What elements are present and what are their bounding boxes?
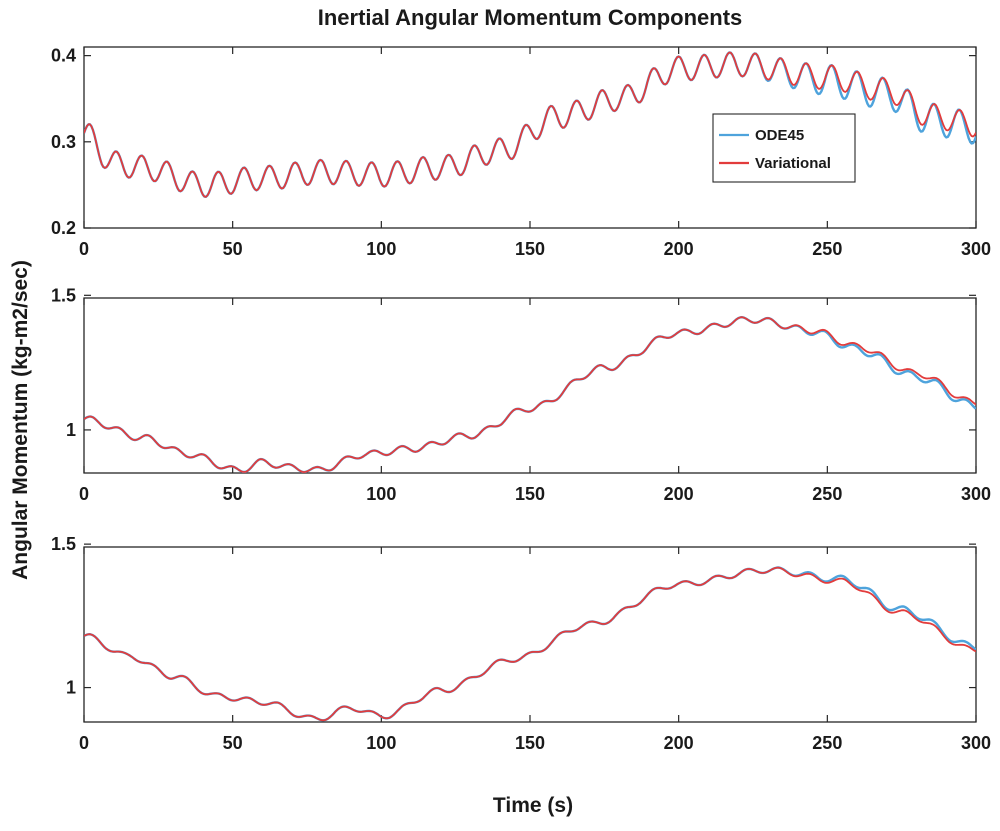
- series-line-variational: [84, 316, 976, 473]
- legend: ODE45 Variational: [712, 113, 856, 183]
- legend-label-ode45: ODE45: [755, 127, 804, 144]
- x-tick-label: 0: [79, 733, 89, 753]
- axes-frame: [83, 297, 977, 474]
- x-tick-label: 0: [79, 239, 89, 259]
- y-tick-label: 1.5: [51, 285, 76, 305]
- x-tick-label: 250: [812, 239, 842, 259]
- axes-frame: [83, 546, 977, 723]
- x-tick-label: 150: [515, 733, 545, 753]
- subplot-1: 0 50 100 150 200 250 300 0.2 0.3 0.4 ODE45 Variatio…: [51, 46, 991, 259]
- x-tick-label: 300: [961, 733, 991, 753]
- chart-title: Inertial Angular Momentum Components: [318, 5, 743, 30]
- legend-label-variational: Variational: [755, 155, 831, 172]
- y-tick-label: 0.4: [51, 46, 76, 66]
- y-axis-label: Angular Momentum (kg-m2/sec): [9, 260, 32, 580]
- x-tick-label: 300: [961, 484, 991, 504]
- x-tick-label: 200: [664, 239, 694, 259]
- x-tick-label: 100: [366, 733, 396, 753]
- subplot-2: 0 50 100 150 200 250 300 1 1.5: [51, 285, 991, 504]
- x-tick-label: 250: [812, 733, 842, 753]
- x-tick-label: 200: [664, 733, 694, 753]
- series-line-variational: [84, 566, 976, 722]
- y-tick-label: 0.3: [51, 132, 76, 152]
- x-tick-label: 150: [515, 484, 545, 504]
- y-tick-label: 0.2: [51, 218, 76, 238]
- x-tick-label: 150: [515, 239, 545, 259]
- y-tick-label: 1.5: [51, 534, 76, 554]
- x-tick-label: 50: [223, 239, 243, 259]
- subplot-3: 0 50 100 150 200 250 300 1 1.5: [51, 534, 991, 753]
- x-axis-label: Time (s): [493, 794, 573, 817]
- x-tick-label: 100: [366, 239, 396, 259]
- subplots: 0 50 100 150 200 250 3000.20.30.4ODE45Variatio…: [51, 46, 991, 753]
- x-tick-label: 50: [223, 733, 243, 753]
- x-tick-label: 200: [664, 484, 694, 504]
- series-line-variational: [84, 51, 976, 198]
- x-tick-label: 100: [366, 484, 396, 504]
- y-tick-label: 1: [66, 420, 76, 440]
- legend-box: [712, 113, 856, 183]
- x-tick-label: 300: [961, 239, 991, 259]
- x-tick-label: 50: [223, 484, 243, 504]
- y-tick-label: 1: [66, 678, 76, 698]
- x-tick-label: 0: [79, 484, 89, 504]
- x-tick-label: 250: [812, 484, 842, 504]
